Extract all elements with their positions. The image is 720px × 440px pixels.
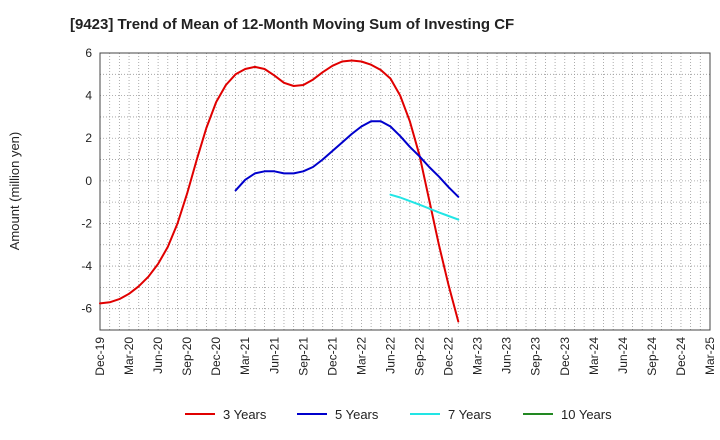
y-tick-label: -6 — [81, 302, 92, 316]
legend: 3 Years 5 Years 7 Years 10 Years — [185, 407, 612, 422]
series-line-3-years — [99, 59, 460, 323]
plot-area — [99, 52, 711, 331]
legend-label-3-years: 3 Years — [223, 407, 267, 422]
legend-label-7-years: 7 Years — [448, 407, 492, 422]
x-tick-label: Sep-22 — [413, 337, 427, 376]
y-tick-label: 2 — [85, 131, 92, 145]
x-axis-ticks: Dec-19 Mar-20 Jun-20 Sep-20 Dec-20 Mar-21 Jun-… — [93, 337, 717, 376]
y-tick-label: -4 — [81, 259, 92, 273]
x-tick-label: Dec-21 — [325, 337, 339, 376]
y-tick-label: 4 — [85, 89, 92, 103]
x-tick-label: Dec-20 — [209, 337, 223, 376]
x-tick-label: Mar-20 — [122, 337, 136, 375]
x-tick-label: Sep-20 — [180, 337, 194, 376]
x-tick-label: Jun-21 — [267, 337, 281, 374]
x-tick-label: Mar-24 — [587, 337, 601, 375]
series-line-7-years — [389, 193, 460, 221]
grid — [100, 52, 710, 331]
x-tick-label: Dec-19 — [93, 337, 107, 376]
y-axis-ticks: 6 4 2 0 -2 -4 -6 — [81, 46, 92, 316]
x-tick-label: Dec-24 — [674, 337, 688, 376]
x-tick-label: Jun-23 — [500, 337, 514, 374]
legend-label-5-years: 5 Years — [335, 407, 379, 422]
x-tick-label: Mar-21 — [238, 337, 252, 375]
x-tick-label: Sep-24 — [645, 337, 659, 376]
x-tick-label: Sep-21 — [296, 337, 310, 376]
series-lines — [99, 59, 460, 323]
y-tick-label: 0 — [85, 174, 92, 188]
x-tick-label: Jun-22 — [383, 337, 397, 374]
x-tick-label: Mar-25 — [703, 337, 717, 375]
y-tick-label: 6 — [85, 46, 92, 60]
y-axis-label: Amount (million yen) — [7, 132, 22, 251]
x-tick-label: Jun-20 — [151, 337, 165, 374]
legend-label-10-years: 10 Years — [561, 407, 612, 422]
x-tick-label: Sep-23 — [529, 337, 543, 376]
x-tick-label: Dec-22 — [442, 337, 456, 376]
x-tick-label: Jun-24 — [616, 337, 630, 374]
series-line-5-years — [234, 120, 460, 198]
x-tick-label: Dec-23 — [558, 337, 572, 376]
y-tick-label: -2 — [81, 216, 92, 230]
chart-title: [9423] Trend of Mean of 12-Month Moving … — [70, 16, 514, 33]
x-tick-label: Mar-22 — [354, 337, 368, 375]
x-tick-label: Mar-23 — [471, 337, 485, 375]
